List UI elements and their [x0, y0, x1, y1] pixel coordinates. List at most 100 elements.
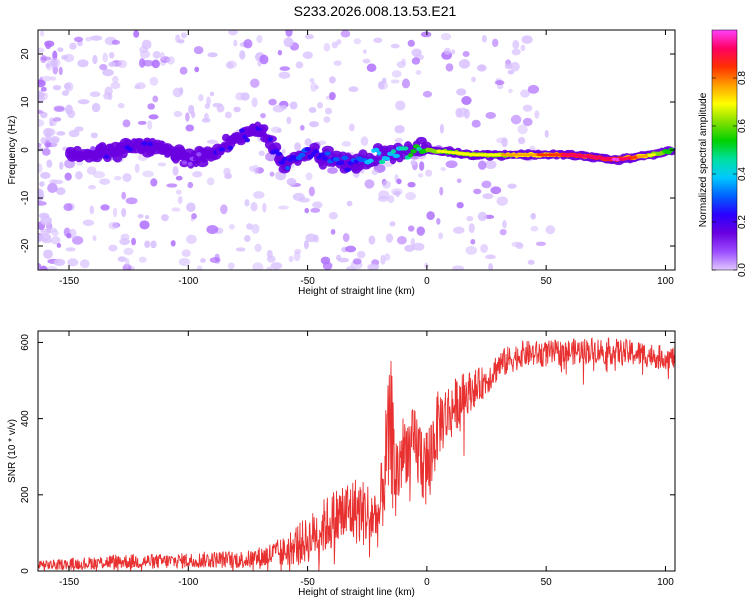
spectrogram-noise-blob	[121, 207, 127, 218]
spectrogram-noise-blob	[235, 247, 246, 252]
spectrogram-noise-blob	[305, 172, 313, 181]
spectrogram-ridge-blob	[73, 145, 82, 154]
spectrogram-noise-blob	[38, 119, 45, 127]
spectrogram-ridge-peak	[651, 153, 657, 157]
spectrogram-noise-blob	[329, 91, 336, 101]
spectrogram-noise-blob	[276, 128, 282, 133]
spectrogram-noise-blob	[308, 186, 315, 197]
spectrogram-noise-blob	[120, 233, 130, 241]
spectrogram-noise-blob	[67, 258, 79, 267]
spectrogram-noise-blob	[152, 51, 161, 59]
spectrogram-noise-blob	[496, 196, 509, 206]
spectrogram-noise-blob	[148, 114, 159, 120]
spectrogram-noise-blob	[295, 61, 304, 69]
spectrogram-noise-blob	[149, 76, 159, 86]
spectrogram-noise-blob	[40, 86, 47, 92]
spectrogram-ridge-core	[339, 160, 345, 165]
spectrogram-noise-blob	[438, 232, 444, 240]
spectrogram-noise-blob	[324, 107, 333, 115]
spectrogram-noise-blob	[266, 255, 276, 263]
spectrogram-noise-blob	[303, 240, 309, 250]
spectrogram-noise-blob	[407, 225, 415, 232]
spectrogram-ridge-core	[390, 149, 397, 154]
spectrogram-ridge-core	[410, 149, 417, 154]
spectrogram-noise-blob	[108, 244, 118, 252]
spectrogram-noise-blob	[40, 111, 48, 119]
y-tick-label: 200	[20, 486, 31, 503]
spectrogram-ridge-core	[378, 159, 386, 165]
spectrogram-noise-blob	[166, 183, 178, 188]
spectrogram-ridge-core	[373, 147, 380, 153]
spectrogram-noise-blob	[63, 203, 73, 212]
x-tick-label: 0	[424, 577, 430, 588]
snr-x-label: Height of straight line (km)	[298, 587, 415, 598]
spectrogram-noise-blob	[142, 59, 154, 67]
spectrogram-noise-blob	[527, 84, 540, 94]
spectrogram-ridge-core	[112, 152, 120, 158]
spectrogram-noise-blob	[239, 50, 246, 60]
spectrogram-noise-blob	[394, 137, 404, 143]
spectrogram-noise-blob	[193, 46, 204, 55]
spectrogram-noise-blob	[473, 188, 482, 195]
spectrogram-noise-blob	[47, 183, 58, 193]
spectrogram-noise-blob	[416, 226, 425, 236]
spectrogram-noise-blob	[121, 191, 127, 200]
spectrogram-noise-blob	[320, 256, 331, 265]
spectrogram-noise-blob	[188, 104, 195, 115]
spectrogram-noise-blob	[544, 129, 549, 138]
spectrogram-noise-blob	[160, 51, 165, 61]
spectrogram-noise-blob	[77, 59, 89, 68]
snr-x-axis: -150 -100 -50 0 50 100	[59, 331, 674, 588]
spectrogram-noise-blob	[39, 30, 45, 37]
spectrogram-noise-blob	[368, 235, 376, 245]
spectrogram-noise-blob	[289, 101, 298, 110]
spectrogram-noise-blob	[185, 124, 195, 132]
spectrogram-noise-blob	[74, 126, 84, 132]
spectrogram-noise-blob	[415, 69, 422, 75]
spectrogram-noise-blob	[61, 54, 68, 60]
spectrogram-noise-blob	[391, 188, 403, 196]
spectrogram-noise-blob	[345, 245, 357, 253]
spectrogram-noise-blob	[227, 262, 235, 270]
spectrogram-ridge-core	[192, 156, 199, 162]
spectrogram-noise-blob	[123, 247, 134, 256]
spectrogram-noise-blob	[194, 66, 200, 73]
spectrogram-noise-blob	[170, 240, 176, 247]
spectrogram-ridge-core	[225, 142, 230, 147]
spectrogram-plot	[38, 30, 675, 270]
spectrogram-ridge-core	[184, 152, 191, 157]
spectrogram-ridge-peak	[554, 153, 560, 157]
spectrogram-noise-blob	[417, 173, 424, 178]
spectrogram-noise-blob	[56, 242, 62, 248]
spectrogram-noise-blob	[387, 195, 395, 204]
spectrogram-ridge-peak	[557, 153, 563, 157]
spectrogram-noise-blob	[517, 136, 526, 145]
spectrogram-noise-blob	[382, 180, 391, 189]
spectrogram-noise-blob	[305, 233, 318, 243]
spectrogram-noise-blob	[478, 64, 485, 71]
spectrogram-noise-blob	[405, 192, 417, 201]
spectrogram-noise-blob	[310, 207, 321, 213]
spectrogram-noise-blob	[172, 87, 183, 98]
spectrogram-noise-blob	[58, 66, 63, 76]
spectrogram-noise-blob	[535, 241, 547, 246]
spectrogram-noise-blob	[39, 265, 48, 270]
spectrogram-noise-blob	[443, 47, 451, 55]
spectrogram-noise-blob	[40, 137, 47, 145]
spectrogram-noise-blob	[520, 44, 526, 52]
spectrogram-ridge-core	[90, 146, 96, 151]
spectrogram-ridge-peak	[479, 153, 485, 157]
spectrogram-noise-blob	[252, 164, 260, 175]
spectrogram-ridge-peak	[529, 153, 535, 157]
spectrogram-noise-blob	[253, 191, 265, 199]
y-tick-label: 600	[20, 334, 31, 351]
spectrogram-noise-blob	[134, 163, 140, 174]
spectrogram-noise-blob	[225, 61, 234, 69]
spectrogram-noise-blob	[410, 159, 417, 166]
spectrogram-noise-blob	[499, 228, 507, 236]
spectrogram-noise-blob	[456, 178, 462, 184]
spectrogram-ridge-peak	[500, 153, 506, 157]
spectrogram-noise-blob	[364, 179, 375, 189]
